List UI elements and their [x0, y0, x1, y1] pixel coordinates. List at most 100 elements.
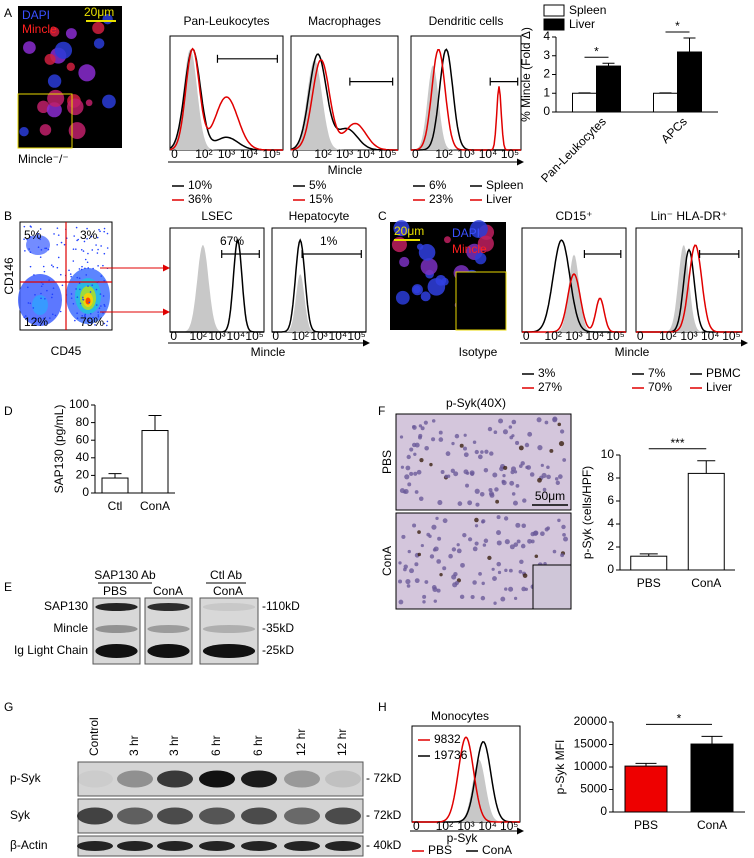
- scatter-dot: [61, 284, 64, 287]
- scatter-dot: [78, 277, 81, 279]
- scatter-dot: [87, 252, 89, 255]
- scatter-dot: [37, 246, 40, 249]
- nucleus: [518, 445, 524, 451]
- lane-label: 12 hr: [294, 729, 308, 756]
- flow-tick-label: 10⁵: [245, 329, 263, 343]
- scatter-dot: [106, 320, 109, 323]
- nucleus: [493, 601, 497, 605]
- flow-frame: [411, 725, 521, 823]
- flow-tick-label: 10⁵: [501, 147, 519, 161]
- y-tick-label: 20: [76, 468, 90, 482]
- nucleus: [494, 487, 499, 492]
- nucleus: [498, 418, 504, 424]
- nucleus: [424, 580, 429, 584]
- nucleus: [557, 518, 561, 523]
- scatter-dot: [48, 279, 50, 281]
- nucleus: [453, 471, 459, 477]
- scatter-dot: [42, 283, 44, 285]
- nucleus: [513, 542, 519, 547]
- nucleus: [509, 544, 515, 550]
- nucleus: [470, 594, 475, 600]
- nucleus: [522, 498, 527, 503]
- panel-label: D: [4, 404, 13, 418]
- group-label: SAP130 Ab: [94, 568, 156, 582]
- bar: [690, 743, 734, 813]
- nucleus: [418, 496, 424, 502]
- flow-title: Macrophages: [308, 14, 381, 28]
- scatter-dot: [77, 238, 79, 241]
- scatter-dot: [80, 268, 83, 271]
- cell: [418, 244, 436, 261]
- scatter-dot: [68, 269, 70, 272]
- error-bar: [108, 473, 122, 479]
- nucleus: [460, 562, 465, 568]
- nucleus: [459, 443, 464, 448]
- nucleus: [405, 578, 411, 585]
- scatter-dot: [81, 314, 84, 317]
- inset-frame: [455, 271, 507, 331]
- nucleus: [520, 543, 526, 549]
- stain-label: DAPI: [452, 226, 480, 240]
- scatter-dot: [32, 317, 35, 319]
- scatter-dot: [39, 322, 41, 324]
- cell: [395, 290, 410, 305]
- nucleus: [403, 489, 409, 494]
- flow-tick-label: 0: [523, 329, 530, 343]
- scatter-dot: [84, 313, 87, 316]
- histogram: [290, 53, 398, 151]
- nucleus: [442, 566, 447, 571]
- scatter-dot: [84, 315, 86, 318]
- scatter-dot: [86, 261, 89, 264]
- nucleus: [474, 488, 480, 494]
- flow-tick-label: 10⁴: [240, 147, 259, 161]
- cell: [68, 122, 86, 140]
- panel-label: A: [4, 6, 12, 20]
- nucleus: [433, 599, 437, 603]
- x-tick-label: Ctl: [108, 499, 123, 513]
- legend-text: ConA: [482, 843, 512, 857]
- scatter-dot: [29, 302, 32, 305]
- nucleus: [488, 491, 494, 497]
- cell: [435, 274, 447, 286]
- band: [77, 841, 113, 851]
- nucleus: [500, 596, 506, 602]
- scatter-dot: [23, 316, 26, 319]
- flow-tick-label: 10²: [435, 147, 452, 161]
- band: [95, 625, 138, 633]
- nucleus: [401, 534, 406, 539]
- nucleus: [433, 546, 439, 552]
- scatter-dot: [40, 285, 43, 288]
- band: [325, 770, 361, 788]
- scatter-dot: [76, 317, 79, 320]
- scatter-dot: [40, 292, 42, 295]
- arrow-head: [363, 339, 370, 347]
- nucleus: [436, 588, 441, 593]
- scatter-dot: [28, 248, 30, 250]
- lane-label: 6 hr: [251, 735, 265, 756]
- scatter-dot: [33, 320, 36, 322]
- scatter-dot: [103, 230, 106, 233]
- nucleus: [529, 472, 535, 477]
- isotype-histogram: [272, 274, 366, 332]
- scatter-dot: [94, 324, 96, 326]
- scatter-dot: [103, 322, 106, 325]
- row-label: Ig Light Chain: [14, 643, 88, 657]
- flow-title: Lin⁻ HLA-DR⁺: [651, 209, 728, 223]
- scatter-dot: [91, 322, 93, 325]
- flow-tick-label: 0: [292, 147, 299, 161]
- nucleus: [493, 430, 498, 435]
- band: [202, 644, 256, 658]
- nucleus: [515, 484, 520, 488]
- cell: [92, 21, 105, 35]
- axis-label: Mincle: [615, 345, 650, 359]
- scatter-dot: [36, 317, 38, 320]
- nucleus: [411, 442, 417, 448]
- error-bar: [697, 460, 716, 474]
- group-label: Ctl Ab: [210, 568, 242, 582]
- nucleus: [515, 522, 521, 528]
- lane-label: 6 hr: [209, 735, 223, 756]
- row-label: SAP130: [44, 599, 88, 613]
- nucleus: [520, 461, 525, 466]
- scatter-dot: [70, 275, 72, 278]
- nucleus: [463, 469, 469, 475]
